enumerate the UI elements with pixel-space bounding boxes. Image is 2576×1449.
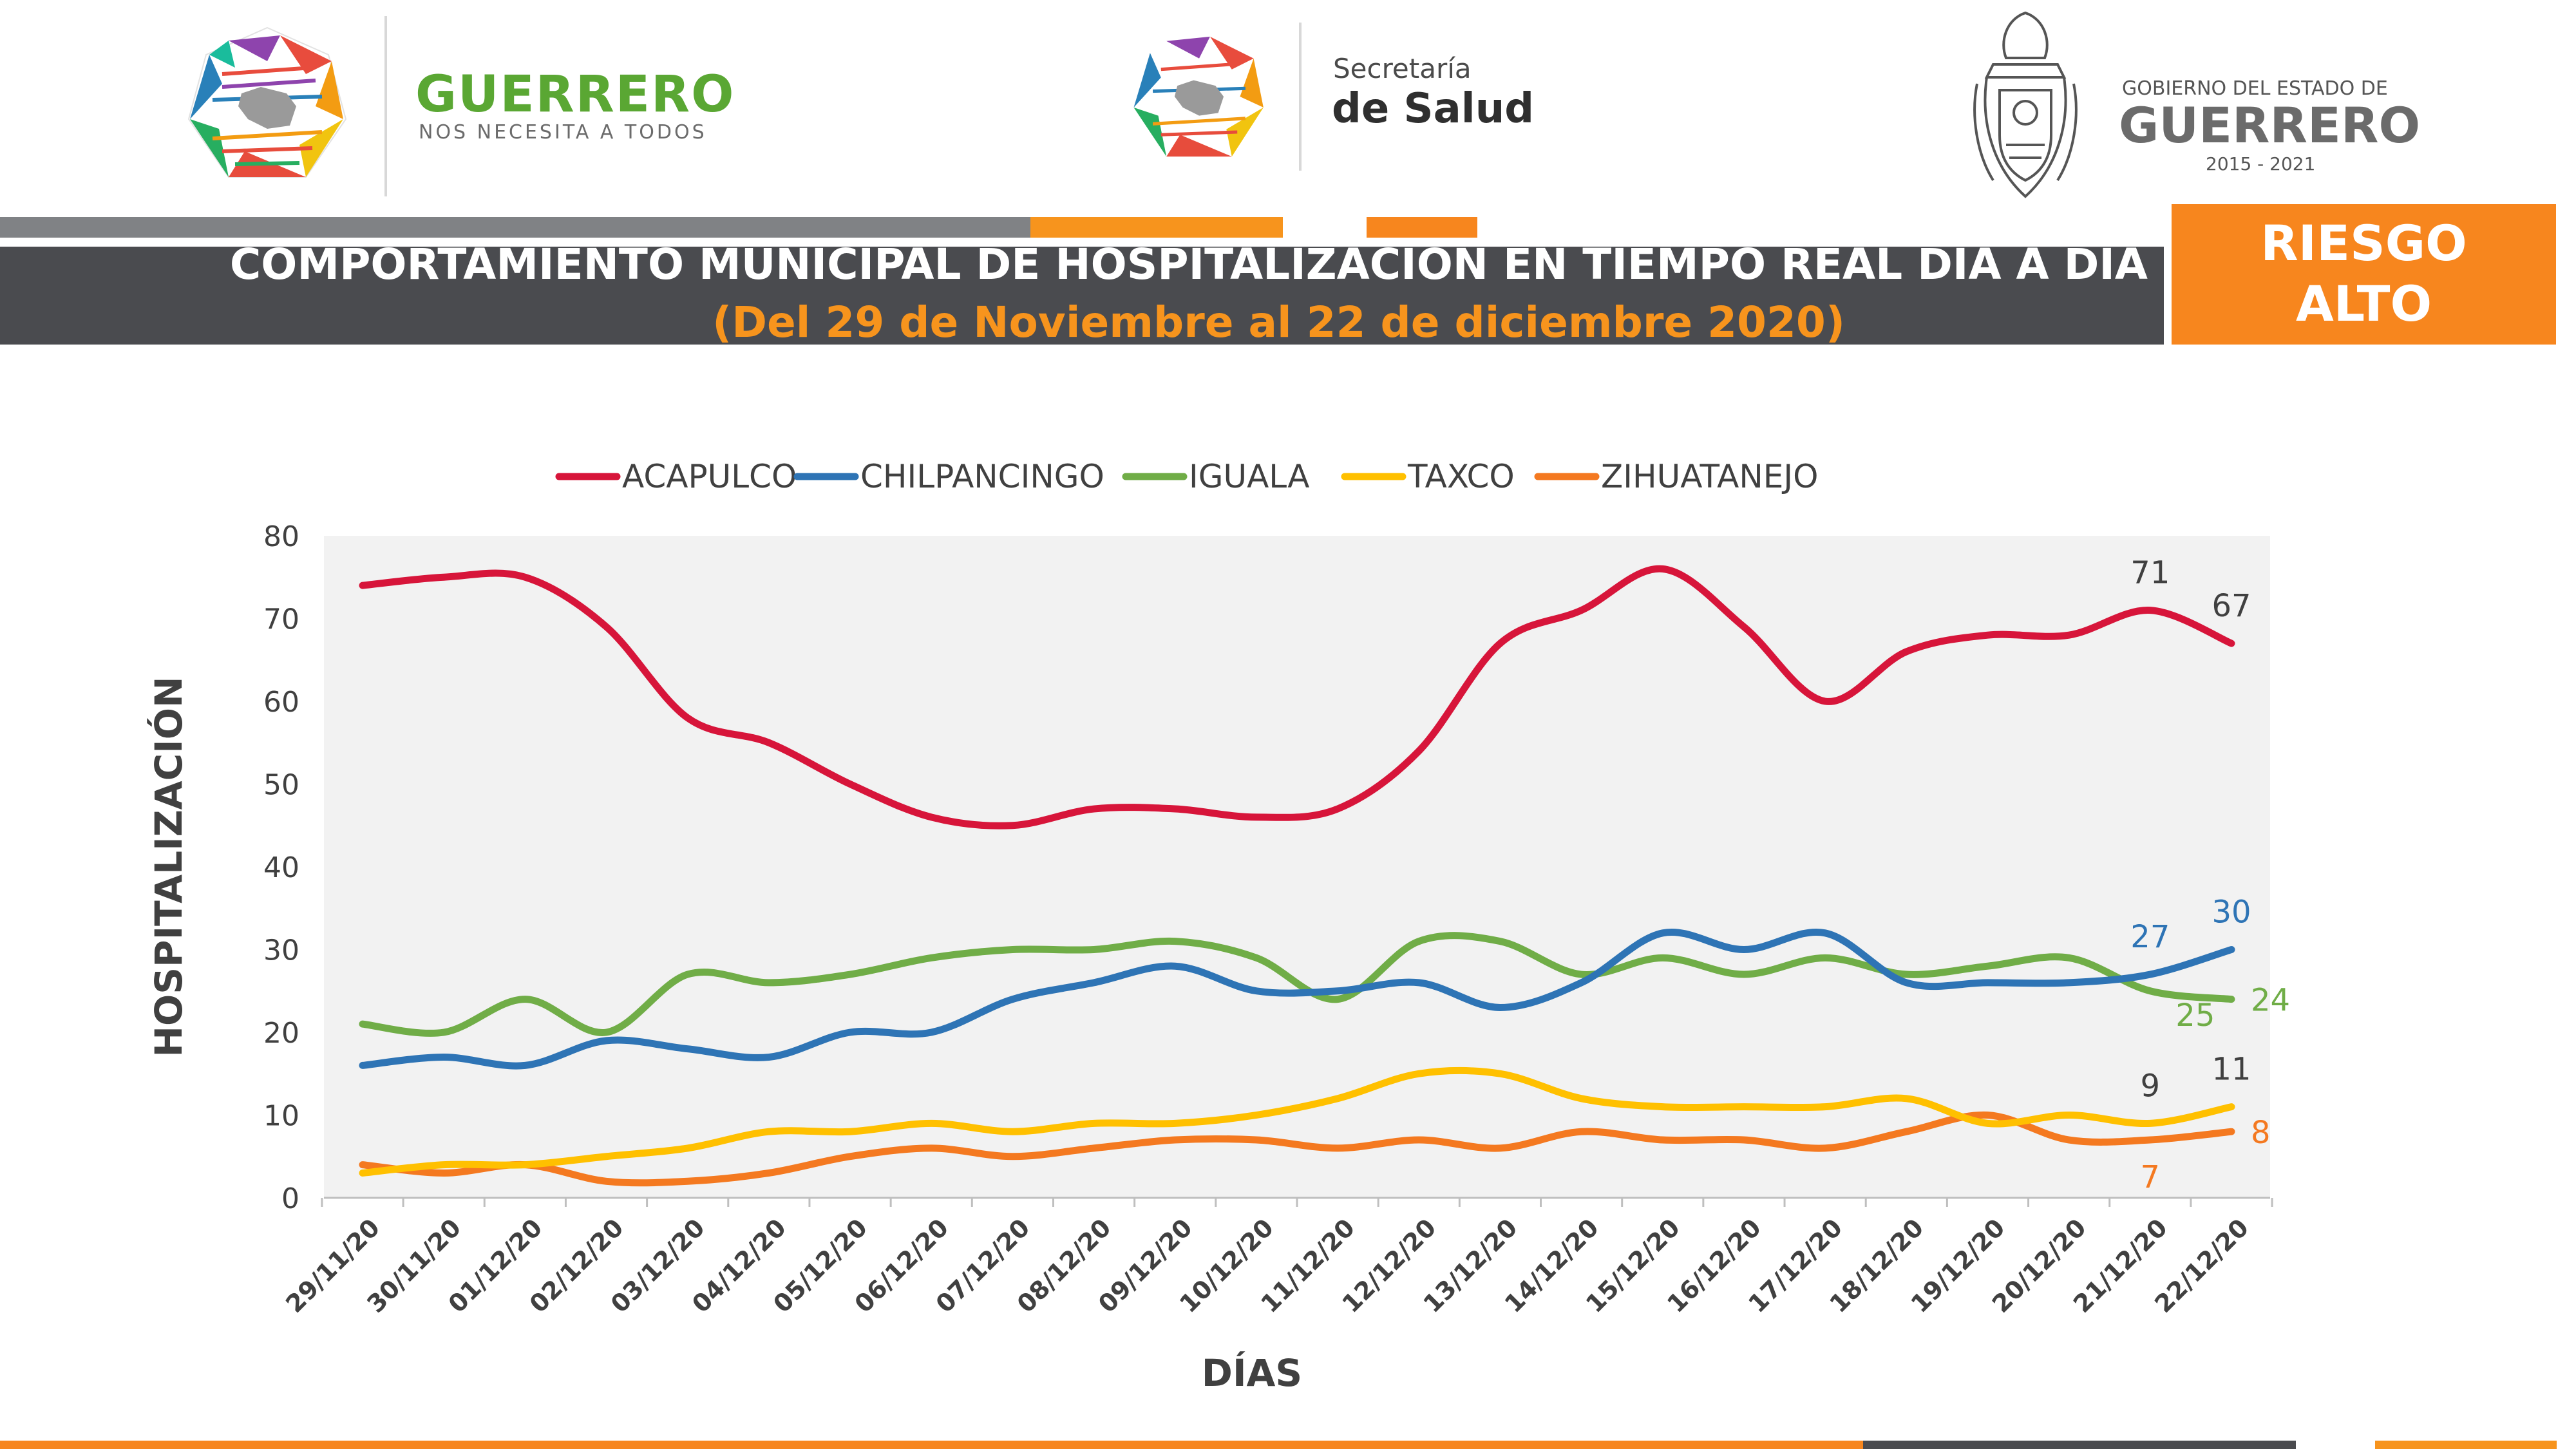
title-banner [0,247,2164,345]
data-label: 30 [2211,895,2251,931]
data-label: 8 [2251,1115,2271,1151]
footer-orange-bar [0,1441,1863,1449]
data-label: 71 [2130,555,2170,591]
y-tick-label: 50 [263,769,299,802]
gobierno-logo-line3: 2015 - 2021 [2206,153,2316,175]
top-orange-bar [1030,217,1283,238]
salud-logo-line2: de Salud [1332,85,1535,133]
data-label: 27 [2130,919,2170,955]
risk-badge-line2: ALTO [2295,275,2432,332]
y-tick-label: 70 [263,603,299,636]
salud-logo-line1: Secretaría [1333,53,1472,84]
guerrero-logo-subtitle: NOS NECESITA A TODOS [419,121,707,144]
y-tick-label: 10 [263,1100,299,1133]
logo-separator [1299,23,1302,171]
series-line-iguala [359,932,2235,1037]
y-tick-label: 0 [281,1182,299,1215]
line-chart: 0102030405060708029/11/2030/11/2001/12/2… [146,458,2290,1395]
guerrero-logo-title: GUERRERO [415,66,735,124]
legend-entry: CHILPANCINGO [860,458,1104,495]
data-label: 11 [2211,1052,2251,1088]
legend-entry: IGUALA [1189,458,1310,495]
risk-badge-line1: RIESGO [2260,214,2467,272]
plot-area [324,536,2270,1198]
y-tick-label: 20 [263,1017,299,1050]
data-label: 7 [2141,1159,2161,1195]
data-label: 24 [2251,983,2290,1019]
top-gray-bar [0,217,1030,238]
series-line-zihuatanejo [359,1111,2235,1187]
footer-orange-small-bar [2375,1441,2557,1449]
salud-emblem-icon [1128,26,1270,167]
legend-entry: ZIHUATANEJO [1601,458,1818,495]
data-label: 25 [2175,998,2215,1034]
footer-gray-bar [1863,1441,2296,1449]
y-tick-label: 40 [263,851,299,884]
legend-entry: TAXCO [1407,458,1515,495]
x-axis-title: DÍAS [1202,1350,1302,1395]
banner-subtitle: (Del 29 de Noviembre al 22 de diciembre … [712,298,1845,347]
logo-separator [384,16,387,196]
series-line-acapulco [359,565,2235,829]
series-line-taxco [359,1066,2235,1177]
y-tick-label: 80 [263,520,299,553]
gobierno-logo-line2: GUERRERO [2119,97,2421,154]
series-line-chilpancingo [359,929,2235,1070]
y-tick-label: 60 [263,686,299,719]
data-label: 9 [2141,1068,2161,1104]
coat-of-arms-icon [1967,6,2083,206]
top-orange-small-bar [1367,217,1477,238]
risk-badge: RIESGO ALTO [2172,204,2556,345]
data-label: 67 [2211,588,2251,624]
banner-title: COMPORTAMIENTO MUNICIPAL DE HOSPITALIZAC… [229,240,2148,289]
legend-entry: ACAPULCO [622,458,797,495]
y-tick-label: 30 [263,934,299,967]
y-axis-title: HOSPITALIZACIÓN [146,676,191,1057]
guerrero-emblem-icon [184,23,351,190]
gobierno-logo-line1: GOBIERNO DEL ESTADO DE [2122,77,2388,100]
